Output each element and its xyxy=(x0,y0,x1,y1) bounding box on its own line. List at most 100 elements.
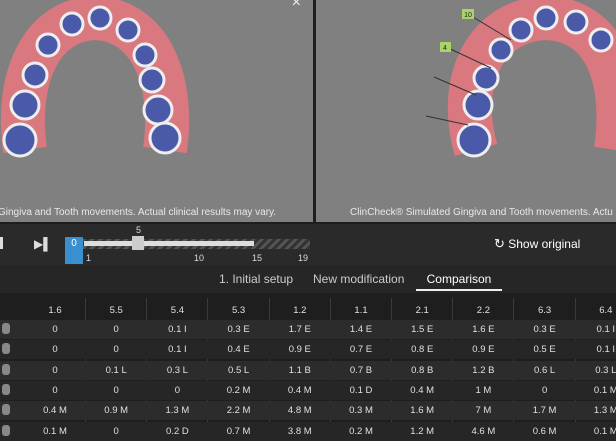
value-cell: 1.6 M xyxy=(410,405,435,417)
value-cell: 0 xyxy=(52,324,58,335)
value-cell: 1.7 E xyxy=(288,324,311,335)
header-cell: 1.6 xyxy=(48,305,62,316)
value-cell: 2.2 M xyxy=(226,405,251,417)
tooth-icon xyxy=(2,404,10,416)
value-cell: 0.1 M xyxy=(593,425,616,437)
value-cell: 0.3 E xyxy=(227,324,250,335)
header-cell: 5.3 xyxy=(231,305,246,316)
tab[interactable]: 1. Initial setup xyxy=(219,272,294,286)
value-cell: 0.2 M xyxy=(349,425,373,437)
value-cell: 1.1 B xyxy=(288,364,311,376)
tooth-icon xyxy=(2,323,10,334)
value-cell: 0.7 M xyxy=(226,425,251,437)
close-icon[interactable]: × xyxy=(291,0,301,11)
row-bg xyxy=(0,380,616,400)
value-cell: 0.4 M xyxy=(43,405,67,417)
value-cell: 0.1 I xyxy=(168,344,187,356)
value-cell: 4.6 M xyxy=(471,425,496,437)
scale-label: 15 xyxy=(252,253,263,263)
value-cell: 1.2 B xyxy=(472,364,495,376)
value-cell: 0.3 E xyxy=(533,324,556,335)
value-cell: 4.8 M xyxy=(287,405,312,417)
value-cell: 0 xyxy=(113,384,119,396)
teeth xyxy=(2,5,182,158)
scale-label: 10 xyxy=(194,253,205,263)
tag xyxy=(440,42,451,52)
value-cell: 0.9 E xyxy=(472,344,495,356)
tooth-icon xyxy=(2,343,10,355)
value-cell: 0.6 L xyxy=(534,364,556,376)
row-bg xyxy=(0,360,616,380)
value-cell: 0.5 L xyxy=(228,364,250,376)
value-cell: 0.8 B xyxy=(411,364,434,376)
tabs xyxy=(0,265,616,293)
tag-label: 4 xyxy=(443,45,447,52)
value-cell: 1 M xyxy=(475,384,492,396)
value-cell: 0.7 E xyxy=(349,344,373,356)
value-cell: 1.5 E xyxy=(411,324,434,335)
value-cell: 0.2 M xyxy=(226,384,251,396)
value-cell: 0.2 D xyxy=(166,425,189,437)
row-bg xyxy=(0,401,616,421)
header-cell: 6.4 xyxy=(599,305,613,316)
arch: 10 4 xyxy=(425,0,616,158)
value-cell: 0.1 M xyxy=(43,425,67,437)
value-cell: 0.4 M xyxy=(410,384,435,396)
timeline-progress xyxy=(84,241,254,246)
value-cell: 0 xyxy=(113,324,119,335)
arch xyxy=(0,0,190,158)
value-cell: 7 M xyxy=(475,405,492,417)
value-cell: 0.1 L xyxy=(105,364,127,376)
value-cell: 0 xyxy=(52,344,58,356)
tag-label: 10 xyxy=(464,12,472,19)
scale-label: 1 xyxy=(86,253,92,263)
left-viewport: Gingiva and Tooth movements. Actual clin… xyxy=(0,0,313,222)
value-cell: 0 xyxy=(541,384,548,396)
value-cell: 0 xyxy=(113,425,119,437)
value-cell: 0.5 E xyxy=(533,344,556,356)
timeline-marker[interactable] xyxy=(132,236,144,250)
tab-active[interactable]: Comparison xyxy=(416,272,502,291)
tag xyxy=(462,9,474,19)
value-cell: 0 xyxy=(52,384,58,396)
value-cell: 1.3 M xyxy=(165,405,190,417)
show-original[interactable]: ↻ Show original xyxy=(494,236,581,251)
show-original-label: Show original xyxy=(508,237,581,251)
value-cell: 0.7 B xyxy=(349,364,373,376)
current-stage[interactable]: 0 xyxy=(65,237,83,264)
caption: Gingiva and Tooth movements. Actual clin… xyxy=(0,207,277,218)
value-cell: 0.3 L xyxy=(595,364,616,376)
tooth-icon xyxy=(2,363,10,375)
value-cell: 0.4 M xyxy=(287,384,312,396)
value-cell: 1.6 E xyxy=(472,324,495,335)
marker-label: 5 xyxy=(136,225,142,235)
value-cell: 1.7 M xyxy=(532,405,557,417)
value-cell: 0.6 M xyxy=(532,425,557,437)
header-cell: 2.1 xyxy=(415,305,429,316)
row-bg xyxy=(0,320,616,339)
step-button[interactable]: ▶▌ xyxy=(34,237,52,251)
value-cell: 0.9 E xyxy=(288,344,311,356)
scale-label: 19 xyxy=(298,253,309,263)
value-cell: 0.3 L xyxy=(166,364,188,376)
pause-button[interactable] xyxy=(0,237,10,249)
tooth-icon xyxy=(2,383,10,395)
pointer-lines xyxy=(425,13,512,126)
value-cell: 3.8 M xyxy=(287,425,312,437)
value-cell: 1.4 E xyxy=(349,324,373,335)
header-cell: 5.4 xyxy=(170,305,184,316)
teeth xyxy=(456,5,614,158)
header-cell: 5.5 xyxy=(109,305,123,316)
header-cell: 2.2 xyxy=(476,305,490,316)
tab[interactable]: New modification xyxy=(313,272,405,286)
value-cell: 0.4 E xyxy=(227,344,250,356)
header-cell: 1.2 xyxy=(293,305,307,316)
value-cell: 1.2 M xyxy=(410,425,435,437)
value-cell: 0.9 M xyxy=(104,405,129,417)
value-cell: 0.1 D xyxy=(349,384,373,396)
value-cell: 1.3 M xyxy=(593,405,616,417)
header-cell: 1.1 xyxy=(354,305,368,316)
header-cell: 6.3 xyxy=(537,305,552,316)
value-cell: 0.1 M xyxy=(593,384,616,396)
